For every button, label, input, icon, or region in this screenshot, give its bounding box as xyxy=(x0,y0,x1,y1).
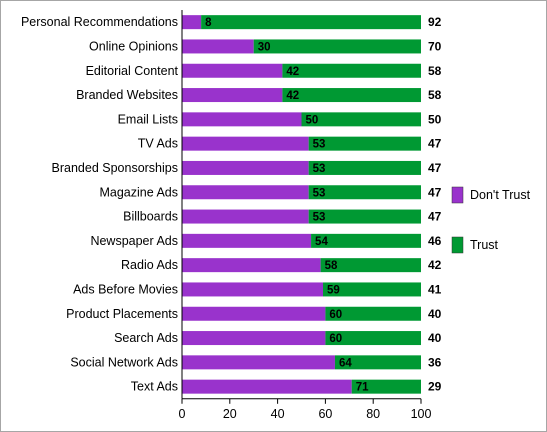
category-label: Search Ads xyxy=(114,331,178,345)
bar-value-trust: 36 xyxy=(428,355,442,369)
category-label: Branded Sponsorships xyxy=(52,161,178,175)
bar-value-dont-trust: 60 xyxy=(329,333,342,345)
bar-value-trust: 40 xyxy=(428,331,442,345)
bar-trust xyxy=(323,282,421,297)
bar-dont-trust xyxy=(182,136,309,151)
bar-dont-trust xyxy=(182,209,309,224)
category-label: Magazine Ads xyxy=(99,185,178,199)
bar-dont-trust xyxy=(182,258,321,273)
bar-value-dont-trust: 53 xyxy=(313,212,326,224)
bar-value-trust: 47 xyxy=(428,137,442,151)
bar-value-dont-trust: 53 xyxy=(313,187,326,199)
bar-dont-trust xyxy=(182,88,283,103)
bar-dont-trust xyxy=(182,233,312,248)
bar-trust xyxy=(351,379,421,394)
bar-value-trust: 50 xyxy=(428,112,442,126)
category-label: Personal Recommendations xyxy=(21,15,178,29)
bar-value-dont-trust: 42 xyxy=(286,90,299,102)
x-tick-label: 100 xyxy=(411,407,432,421)
bar-value-dont-trust: 71 xyxy=(356,382,369,394)
bar-value-trust: 40 xyxy=(428,307,442,321)
bar-dont-trust xyxy=(182,112,302,127)
bar-dont-trust xyxy=(182,15,202,30)
bar-trust xyxy=(201,15,421,30)
bar-dont-trust xyxy=(182,282,324,297)
bar-dont-trust xyxy=(182,185,309,200)
x-tick-label: 40 xyxy=(271,407,285,421)
bar-trust xyxy=(308,136,421,151)
category-label: Text Ads xyxy=(131,380,178,394)
bar-value-dont-trust: 8 xyxy=(205,17,212,29)
category-label: Email Lists xyxy=(118,112,178,126)
category-label: Online Opinions xyxy=(89,39,178,53)
bar-trust xyxy=(253,39,421,54)
bar-dont-trust xyxy=(182,355,335,370)
category-label: Newspaper Ads xyxy=(90,234,178,248)
bar-trust xyxy=(308,209,421,224)
bar-trust xyxy=(320,258,421,273)
bar-dont-trust xyxy=(182,63,283,78)
bar-trust xyxy=(308,160,421,175)
bar-value-trust: 29 xyxy=(428,380,442,394)
bar-value-dont-trust: 54 xyxy=(315,236,328,248)
bar-value-dont-trust: 50 xyxy=(306,114,319,126)
bar-value-trust: 47 xyxy=(428,210,442,224)
category-label: Editorial Content xyxy=(86,64,179,78)
bar-dont-trust xyxy=(182,331,326,346)
bar-value-trust: 58 xyxy=(428,64,442,78)
category-label: Radio Ads xyxy=(121,258,178,272)
bar-trust xyxy=(282,63,421,78)
bar-value-dont-trust: 58 xyxy=(325,260,338,272)
category-label: Ads Before Movies xyxy=(73,282,178,296)
bar-value-dont-trust: 42 xyxy=(286,66,299,78)
bar-value-trust: 47 xyxy=(428,161,442,175)
category-label: Social Network Ads xyxy=(70,355,178,369)
bar-value-trust: 92 xyxy=(428,15,442,29)
bar-value-dont-trust: 60 xyxy=(329,309,342,321)
bar-trust xyxy=(325,306,421,321)
bar-value-trust: 58 xyxy=(428,88,442,102)
bar-value-dont-trust: 30 xyxy=(258,41,271,53)
bar-trust xyxy=(282,88,421,103)
bar-dont-trust xyxy=(182,160,309,175)
bar-trust xyxy=(301,112,421,127)
bar-trust xyxy=(308,185,421,200)
bar-dont-trust xyxy=(182,39,254,54)
category-label: TV Ads xyxy=(138,137,178,151)
bar-value-trust: 41 xyxy=(428,282,442,296)
x-tick-label: 60 xyxy=(318,407,332,421)
legend-label-trust: Trust xyxy=(470,238,499,252)
legend-swatch-dont-trust xyxy=(451,186,464,204)
category-label: Billboards xyxy=(123,210,178,224)
bar-trust xyxy=(311,233,421,248)
category-label: Product Placements xyxy=(66,307,178,321)
x-tick-label: 80 xyxy=(366,407,380,421)
bar-value-trust: 47 xyxy=(428,185,442,199)
legend-label-dont-trust: Don't Trust xyxy=(470,188,531,202)
bar-value-trust: 42 xyxy=(428,258,442,272)
category-label: Branded Websites xyxy=(76,88,178,102)
bar-value-trust: 46 xyxy=(428,234,442,248)
legend-swatch-trust xyxy=(451,236,464,254)
bar-value-dont-trust: 53 xyxy=(313,163,326,175)
x-tick-label: 20 xyxy=(223,407,237,421)
bar-dont-trust xyxy=(182,379,352,394)
bar-value-dont-trust: 59 xyxy=(327,284,340,296)
bar-dont-trust xyxy=(182,306,326,321)
bar-value-dont-trust: 64 xyxy=(339,357,352,369)
bar-value-dont-trust: 53 xyxy=(313,139,326,151)
x-tick-label: 0 xyxy=(179,407,186,421)
bar-value-trust: 70 xyxy=(428,39,442,53)
bar-trust xyxy=(325,331,421,346)
bar-trust xyxy=(334,355,421,370)
